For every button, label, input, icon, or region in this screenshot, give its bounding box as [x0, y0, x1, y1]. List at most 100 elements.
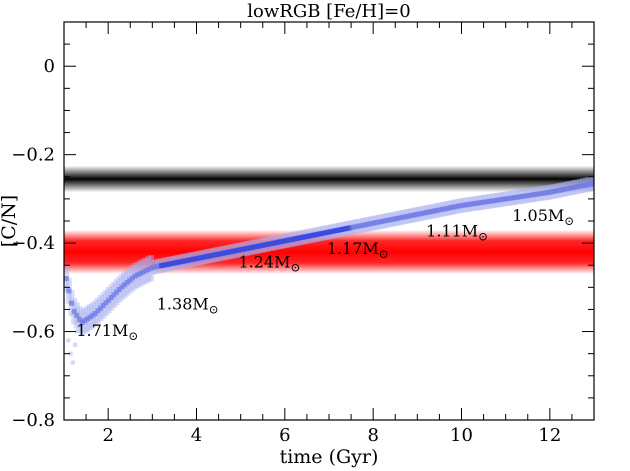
- track-point: [283, 238, 289, 244]
- black-band: [64, 165, 594, 193]
- y-tick-label: −0.8: [11, 410, 55, 431]
- x-tick-label: 6: [279, 425, 290, 446]
- x-tick-labels: 2 4 6 8 10 12: [102, 425, 561, 446]
- track-point: [135, 272, 141, 278]
- track-point: [463, 202, 469, 208]
- track-point: [577, 183, 583, 189]
- track-point: [66, 288, 72, 294]
- track-point: [79, 319, 85, 325]
- track-point: [569, 185, 575, 191]
- track-point: [559, 187, 565, 193]
- track-point: [416, 211, 422, 217]
- track-point: [98, 305, 104, 311]
- track-point: [164, 262, 170, 268]
- track-point: [212, 252, 218, 258]
- track-point: [251, 244, 257, 250]
- track-point: [310, 232, 316, 238]
- track-point: [228, 249, 234, 255]
- track-point: [220, 250, 226, 256]
- track-point: [551, 188, 557, 194]
- track-point: [177, 259, 183, 265]
- track-point: [583, 182, 589, 188]
- track-point: [273, 240, 279, 246]
- track-point: [76, 316, 82, 322]
- track-point: [90, 312, 96, 318]
- track-point: [355, 223, 361, 229]
- track-point: [572, 184, 578, 190]
- track-point: [92, 310, 98, 316]
- track-point: [365, 221, 371, 227]
- track-point: [575, 184, 581, 190]
- x-tick-label: 8: [367, 425, 378, 446]
- track-point: [69, 300, 75, 306]
- track-point: [204, 254, 210, 260]
- track-point: [161, 262, 167, 268]
- track-point: [392, 216, 398, 222]
- track-point: [302, 234, 308, 240]
- track-point: [278, 239, 284, 245]
- track-point: [84, 316, 90, 322]
- track-point: [402, 214, 408, 220]
- track-point: [111, 292, 117, 298]
- track-point: [591, 180, 594, 186]
- track-point: [440, 206, 446, 212]
- track-point: [376, 219, 382, 225]
- track-point: [466, 201, 472, 207]
- track-point: [249, 245, 255, 251]
- track-point: [198, 255, 204, 261]
- track-point: [341, 226, 347, 232]
- track-point: [405, 213, 411, 219]
- track-point: [588, 181, 594, 187]
- track-point: [323, 230, 329, 236]
- track-point: [347, 225, 353, 231]
- x-axis-title: time (Gyr): [280, 446, 379, 468]
- track-point: [352, 224, 358, 230]
- track-point: [458, 203, 464, 209]
- track-point: [516, 194, 522, 200]
- track-point: [304, 233, 310, 239]
- track-point: [217, 251, 223, 257]
- track-point: [222, 250, 228, 256]
- track-point: [175, 259, 181, 265]
- track-point: [532, 191, 538, 197]
- track-point: [394, 215, 400, 221]
- track-point: [74, 312, 80, 318]
- track-point: [70, 360, 75, 365]
- x-tick-label: 2: [102, 425, 113, 446]
- track-point: [410, 212, 416, 218]
- track-point: [461, 202, 467, 208]
- track-point: [143, 268, 149, 274]
- track-point: [485, 199, 491, 205]
- y-tick-labels: 0 −0.2 −0.4 −0.6 −0.8: [11, 56, 55, 431]
- track-point: [82, 318, 88, 324]
- track-point: [519, 193, 525, 199]
- track-point: [413, 212, 419, 218]
- track-point: [127, 277, 133, 283]
- track-point: [254, 243, 260, 249]
- x-tick-label: 4: [191, 425, 202, 446]
- track-point: [487, 198, 493, 204]
- track-point: [132, 273, 138, 279]
- track-point: [201, 254, 207, 260]
- track-point: [434, 207, 440, 213]
- track-point: [100, 302, 106, 308]
- track-point: [511, 195, 517, 201]
- track-point: [498, 197, 504, 203]
- track-point: [493, 197, 499, 203]
- track-point: [543, 190, 549, 196]
- track-point: [145, 266, 151, 272]
- track-point: [447, 205, 453, 211]
- x-tick-label: 10: [450, 425, 473, 446]
- track-point: [257, 243, 263, 249]
- track-point: [140, 269, 146, 275]
- track-point: [235, 247, 241, 253]
- track-point: [262, 242, 268, 248]
- track-point: [315, 231, 321, 237]
- track-point: [538, 191, 544, 197]
- mass-label: 1.05M⊙: [512, 206, 574, 228]
- track-point: [580, 183, 586, 189]
- track-point: [535, 191, 541, 197]
- track-point: [270, 240, 276, 246]
- track-point: [167, 261, 173, 267]
- track-point: [75, 329, 80, 334]
